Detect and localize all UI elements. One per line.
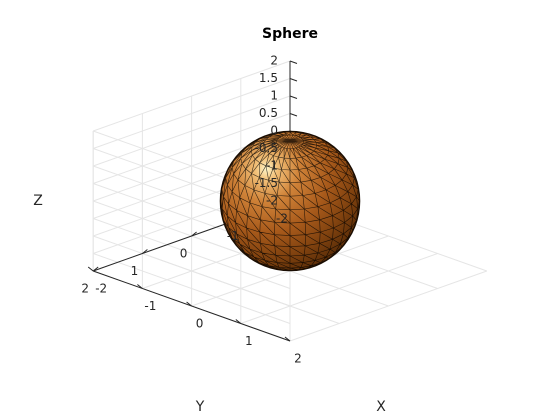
grid-line-wall-yz	[93, 78, 291, 149]
x-tick-mark	[87, 266, 94, 272]
z-tick-label: 2	[270, 54, 278, 68]
z-axis-label: Z	[33, 193, 43, 209]
sphere-surface	[219, 130, 361, 272]
y-tick-label: 2	[81, 282, 89, 296]
z-tick-label: 0	[270, 124, 278, 138]
z-tick-label: -0.5	[255, 141, 278, 155]
x-tick-label: 0	[196, 317, 204, 331]
x-axis-label: X	[376, 399, 386, 415]
z-tick-mark	[289, 113, 298, 117]
sphere-mesh-edges	[220, 131, 360, 271]
z-tick-mark	[289, 95, 298, 99]
sphere-outline	[219, 130, 361, 272]
z-tick-label: -1.5	[255, 176, 278, 190]
grid-line-wall-yz	[93, 113, 291, 184]
z-tick-label: 1	[270, 89, 278, 103]
grid-line-wall-yz	[93, 95, 291, 167]
x-tick-mark	[235, 319, 242, 324]
y-tick-mark	[142, 249, 148, 254]
x-tick-mark	[284, 336, 291, 342]
x-tick-mark	[186, 301, 192, 307]
x-tick-label: 1	[245, 334, 253, 348]
x-tick-label: -1	[144, 299, 156, 313]
z-tick-label: 1.5	[259, 71, 278, 85]
z-tick-label: 0.5	[259, 106, 278, 120]
x-tick-label: 2	[294, 352, 302, 366]
z-tick-mark	[289, 78, 298, 82]
y-tick-mark	[191, 231, 197, 237]
grid-line-wall-xz	[93, 218, 291, 289]
grid-line-wall-xz	[93, 253, 291, 324]
tick-labels: -2 -1.5 -1 -0.5 0 0.5 1 1.5 2 -2 -1 0 1 2 -2 -1 0 1 2	[81, 54, 301, 366]
y-tick-label: 1	[131, 264, 139, 278]
x-tick-label: -2	[95, 282, 107, 296]
chart-title: Sphere	[262, 26, 318, 42]
z-tick-label: -2	[266, 194, 278, 208]
y-tick-label: -1	[227, 229, 239, 243]
x-tick-mark	[137, 284, 143, 289]
grid-line-wall-yz	[93, 60, 291, 132]
z-tick-mark	[289, 60, 298, 64]
y-tick-mark	[92, 266, 99, 272]
y-tick-label: 0	[180, 247, 188, 261]
z-tick-label: -1	[266, 159, 278, 173]
grid-line-wall-xz	[93, 235, 291, 307]
y-tick-label: -2	[276, 212, 288, 226]
y-axis-label: Y	[195, 399, 205, 415]
